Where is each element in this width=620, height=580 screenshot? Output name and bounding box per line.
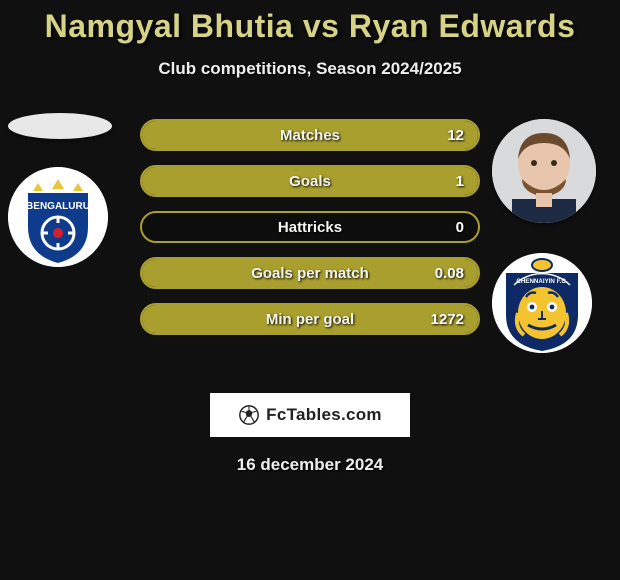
svg-text:CHENNAIYIN F.C.: CHENNAIYIN F.C. [516, 278, 568, 285]
stat-row-matches: Matches 12 [140, 119, 480, 151]
stat-row-mpg: Min per goal 1272 [140, 303, 480, 335]
subtitle: Club competitions, Season 2024/2025 [0, 59, 620, 79]
right-player-avatar [492, 119, 596, 223]
stat-label: Goals [142, 167, 478, 195]
stat-value: 0 [456, 213, 464, 241]
svg-text:BENGALURU: BENGALURU [26, 201, 90, 212]
left-club-crest: BENGALURU [8, 167, 108, 267]
comparison-panel: BENGALURU [0, 113, 620, 373]
player-face-icon [492, 119, 596, 223]
bengaluru-crest-icon: BENGALURU [8, 167, 108, 267]
brand-text: FcTables.com [266, 405, 382, 425]
stat-row-goals: Goals 1 [140, 165, 480, 197]
left-player-avatar [8, 113, 112, 139]
stat-bars: Matches 12 Goals 1 Hattricks 0 Goals per… [140, 119, 480, 349]
stat-label: Hattricks [142, 213, 478, 241]
right-player-column: CHENNAIYIN F.C. [492, 113, 602, 353]
left-player-column: BENGALURU [8, 113, 118, 267]
stat-value: 1272 [431, 305, 464, 333]
brand-badge: FcTables.com [210, 393, 410, 437]
page-title: Namgyal Bhutia vs Ryan Edwards [0, 0, 620, 45]
stat-value: 12 [447, 121, 464, 149]
stat-label: Matches [142, 121, 478, 149]
date-text: 16 december 2024 [0, 455, 620, 475]
soccer-ball-icon [238, 404, 260, 426]
stat-value: 1 [456, 167, 464, 195]
stat-value: 0.08 [435, 259, 464, 287]
stat-label: Goals per match [142, 259, 478, 287]
stat-row-gpm: Goals per match 0.08 [140, 257, 480, 289]
chennaiyin-crest-icon: CHENNAIYIN F.C. [492, 253, 592, 353]
stat-row-hattricks: Hattricks 0 [140, 211, 480, 243]
stat-label: Min per goal [142, 305, 478, 333]
right-club-crest: CHENNAIYIN F.C. [492, 253, 592, 353]
